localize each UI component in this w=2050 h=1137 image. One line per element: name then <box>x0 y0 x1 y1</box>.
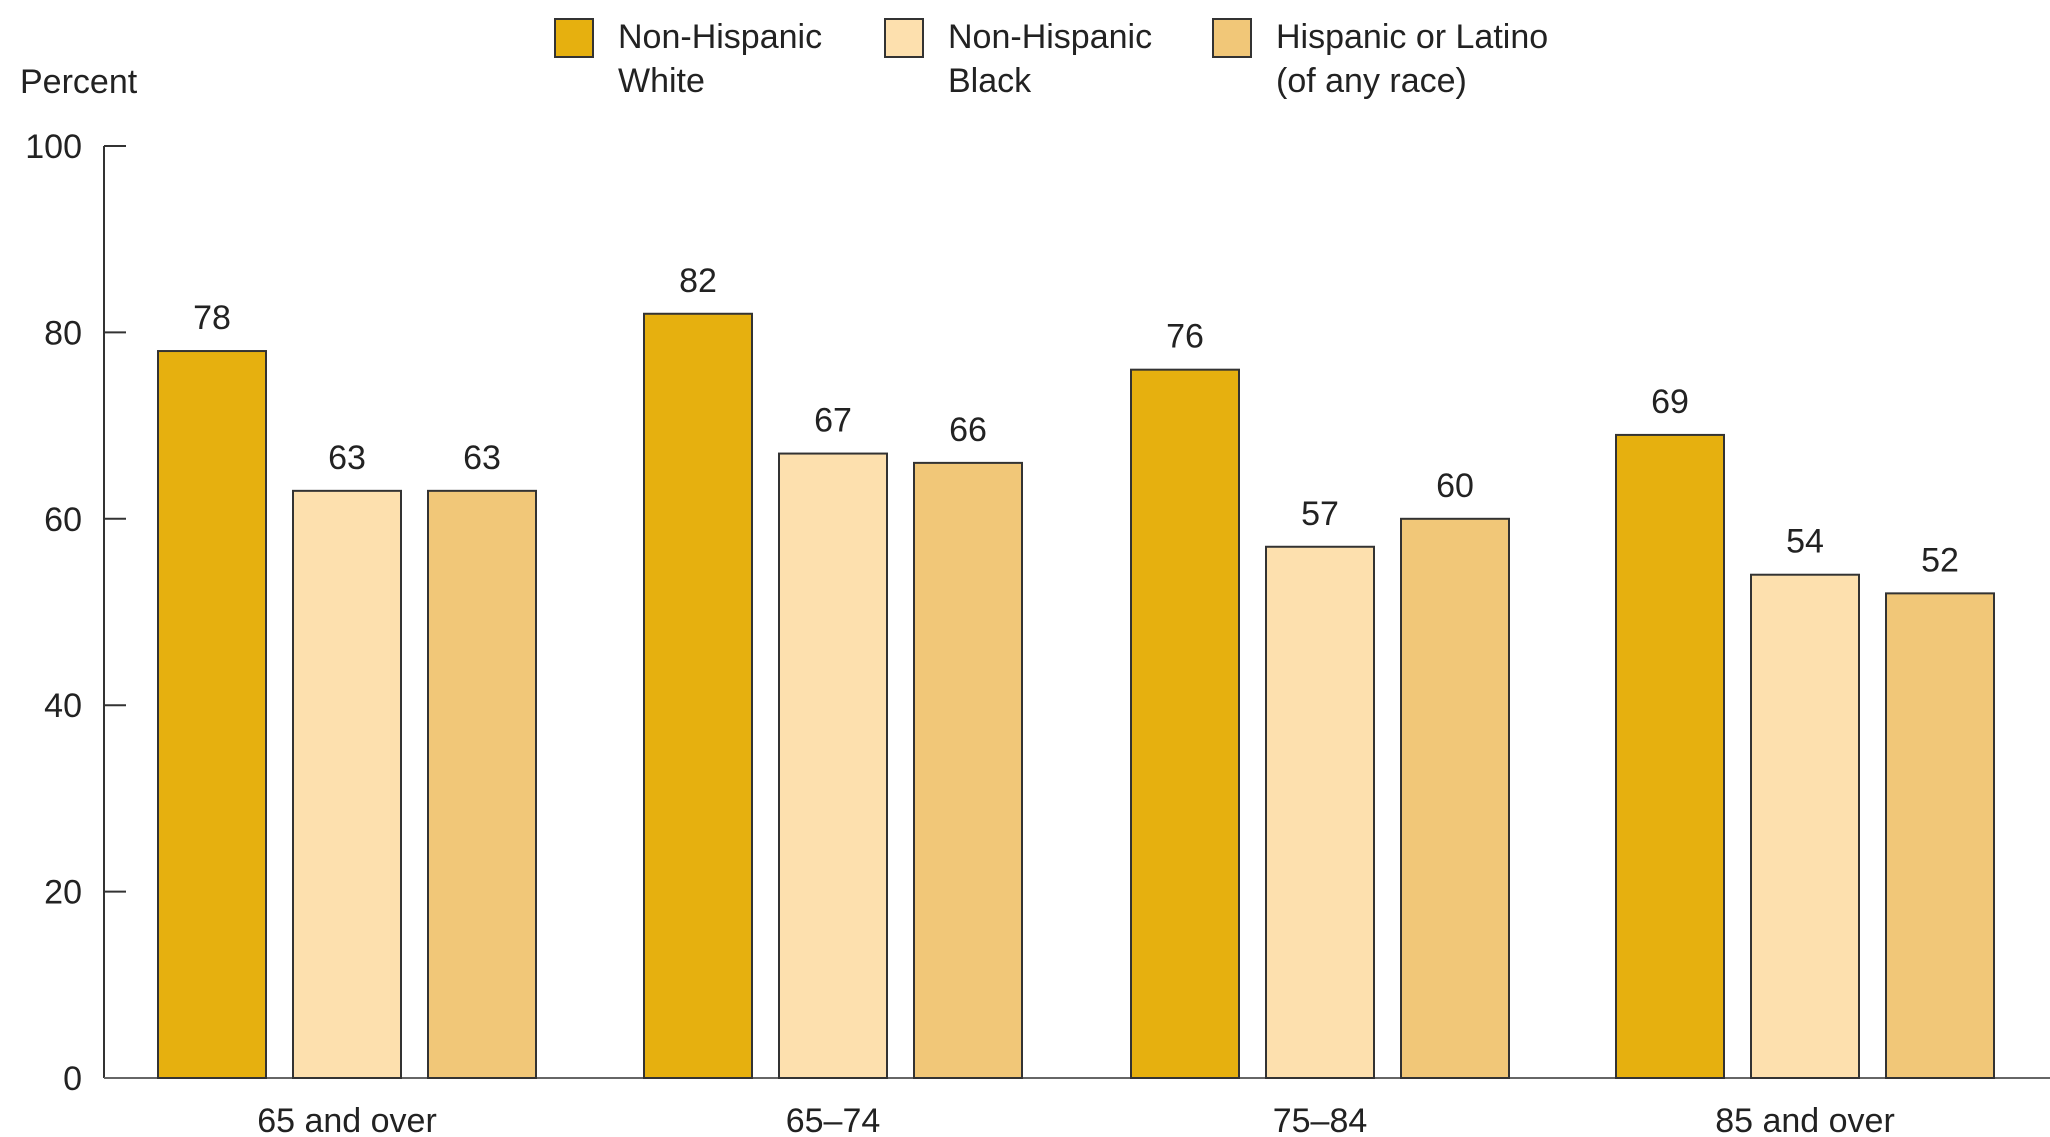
bar <box>292 489 402 1079</box>
y-tick-label: 60 <box>44 501 82 539</box>
data-label: 52 <box>1921 541 1959 579</box>
legend-label: Non-Hispanic <box>618 18 822 56</box>
x-tick-label: 85 and over <box>1715 1102 1895 1137</box>
data-label: 67 <box>814 402 852 440</box>
legend-label: (of any race) <box>1276 62 1467 100</box>
x-tick-label: 65–74 <box>786 1102 881 1137</box>
data-label: 82 <box>679 262 717 300</box>
data-label: 57 <box>1301 495 1339 533</box>
legend-label: Black <box>948 62 1032 100</box>
y-axis: 0 20 40 60 80 100 <box>25 128 126 1098</box>
data-label: 69 <box>1651 383 1689 421</box>
bar <box>913 461 1023 1079</box>
bar <box>778 452 888 1079</box>
data-label: 76 <box>1166 318 1204 356</box>
y-tick-label: 0 <box>63 1060 82 1098</box>
data-label: 66 <box>949 411 987 449</box>
legend: Non-Hispanic White Non-Hispanic Black Hispan… <box>554 18 1548 100</box>
bar <box>1400 517 1510 1079</box>
bars <box>157 312 1995 1080</box>
y-tick-label: 80 <box>44 314 82 352</box>
bar <box>1265 545 1375 1079</box>
data-label: 78 <box>193 299 231 337</box>
legend-swatch <box>1212 18 1252 58</box>
legend-swatch <box>554 18 594 58</box>
bar <box>427 489 537 1079</box>
data-label: 63 <box>328 439 366 477</box>
y-tick-label: 40 <box>44 687 82 725</box>
bar <box>1885 592 1995 1079</box>
y-tick-label: 20 <box>44 874 82 912</box>
legend-label: Hispanic or Latino <box>1276 18 1548 56</box>
y-axis-label: Percent <box>20 63 138 101</box>
x-axis: 65 and over 65–74 75–84 85 and over <box>104 1077 2050 1137</box>
legend-swatch <box>884 18 924 58</box>
bar <box>157 350 267 1080</box>
legend-label: Non-Hispanic <box>948 18 1152 56</box>
bar <box>1130 368 1240 1079</box>
bar <box>1615 433 1725 1080</box>
legend-label: White <box>618 62 705 100</box>
x-tick-label: 65 and over <box>257 1102 437 1137</box>
bar <box>643 312 753 1079</box>
data-label: 60 <box>1436 467 1474 505</box>
data-label: 63 <box>463 439 501 477</box>
data-labels: 78 63 63 82 67 66 76 57 60 69 54 52 <box>193 262 1959 580</box>
y-tick-label: 100 <box>25 128 82 166</box>
data-label: 54 <box>1786 523 1824 561</box>
bar <box>1750 573 1860 1079</box>
x-tick-label: 75–84 <box>1273 1102 1368 1137</box>
